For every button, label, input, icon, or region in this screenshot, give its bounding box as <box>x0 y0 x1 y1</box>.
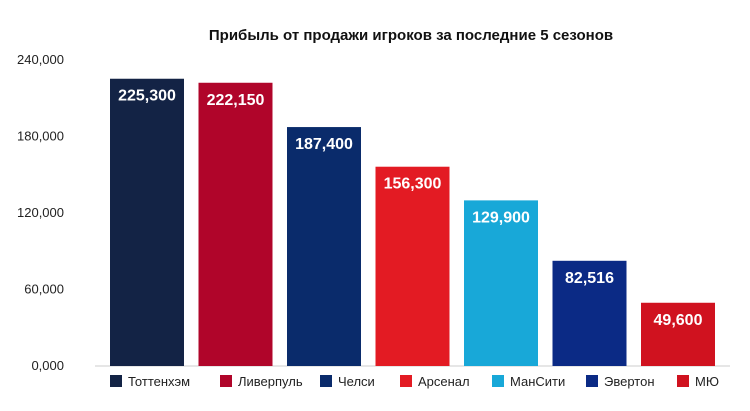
bar <box>552 260 627 366</box>
legend: Тоттенхэм Ливерпуль Челси Арсенал МанСити Эве… <box>110 374 719 389</box>
legend-label: Арсенал <box>418 374 470 389</box>
bar <box>375 166 450 366</box>
legend-label: Эвертон <box>604 374 655 389</box>
y-axis: 0,000 60,000 120,000 180,000 240,000 <box>17 52 64 373</box>
bars <box>110 78 715 367</box>
bar <box>110 78 184 367</box>
data-labels: 225,300 222,150 187,400 156,300 129,900 82,51… <box>118 88 702 329</box>
legend-label: МанСити <box>510 374 565 389</box>
y-tick-label: 180,000 <box>17 129 64 144</box>
data-label: 129,900 <box>472 209 530 226</box>
bar <box>641 302 715 366</box>
data-label: 82,516 <box>565 270 614 287</box>
bar <box>464 200 538 366</box>
legend-label: Ливерпуль <box>238 374 303 389</box>
data-label: 49,600 <box>654 312 703 329</box>
bar <box>198 82 273 366</box>
legend-swatch <box>220 375 232 387</box>
legend-swatch <box>677 375 689 387</box>
legend-swatch <box>586 375 598 387</box>
legend-label: Челси <box>338 374 375 389</box>
legend-label: Тоттенхэм <box>128 374 190 389</box>
legend-swatch <box>492 375 504 387</box>
y-tick-label: 0,000 <box>31 358 64 373</box>
data-label: 222,150 <box>207 92 265 109</box>
y-tick-label: 240,000 <box>17 52 64 67</box>
data-label: 156,300 <box>384 176 442 193</box>
chart-title: Прибыль от продажи игроков за последние … <box>209 27 613 44</box>
legend-swatch <box>320 375 332 387</box>
data-label: 187,400 <box>295 136 353 153</box>
legend-label: МЮ <box>695 374 719 389</box>
y-tick-label: 120,000 <box>17 205 64 220</box>
legend-swatch <box>110 375 122 387</box>
legend-swatch <box>400 375 412 387</box>
y-tick-label: 60,000 <box>24 282 64 297</box>
bar <box>287 127 361 366</box>
data-label: 225,300 <box>118 88 176 105</box>
